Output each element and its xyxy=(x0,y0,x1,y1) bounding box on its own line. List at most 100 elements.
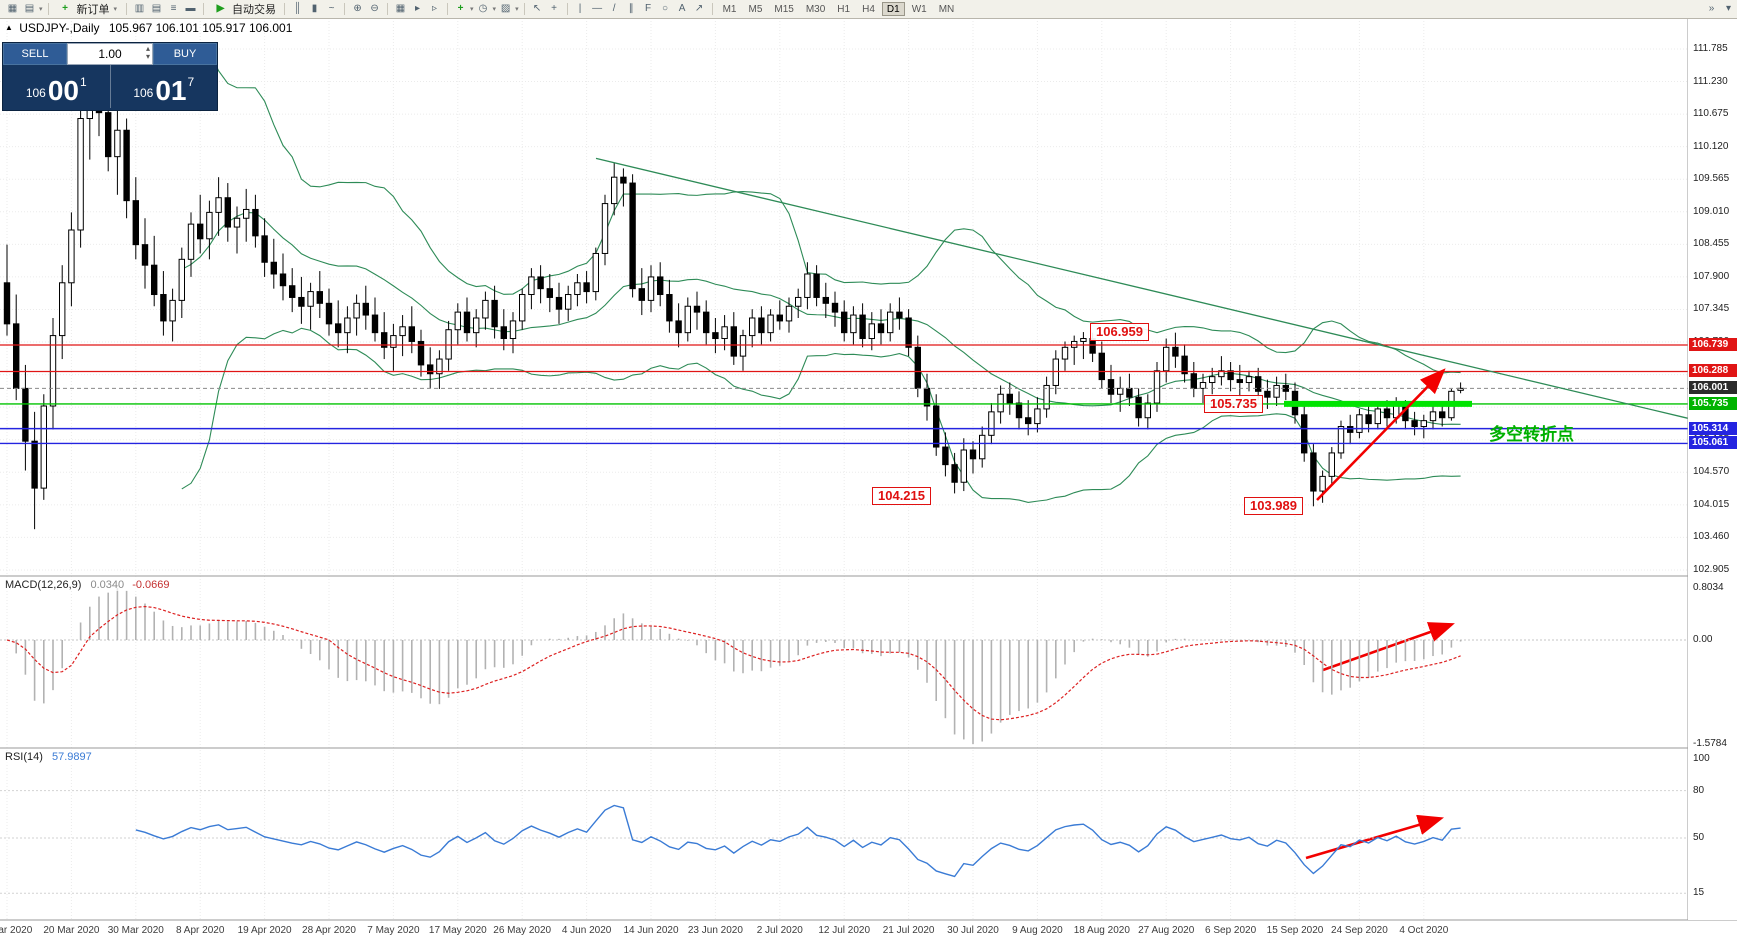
text-label-icon[interactable]: A xyxy=(678,3,686,14)
zoom-in-icon[interactable]: ⊕ xyxy=(353,3,362,14)
pane-borders xyxy=(0,18,1737,921)
buy-price[interactable]: 106 01 7 xyxy=(109,65,218,108)
volume-decrease-button[interactable]: ▾ xyxy=(145,52,150,61)
tile-windows-icon[interactable]: ▦ xyxy=(395,3,406,14)
horizontal-line-icon[interactable]: — xyxy=(592,3,603,14)
crosshair-icon[interactable]: + xyxy=(551,3,557,14)
timeframe-h1-button[interactable]: H1 xyxy=(832,2,855,16)
terminal-icon[interactable]: ▬ xyxy=(185,3,196,14)
price-axis-label: 107.345 xyxy=(1693,303,1730,315)
price-tag: 106.739 xyxy=(1689,338,1737,352)
toolbar-separator xyxy=(566,3,568,15)
timeframe-m5-button[interactable]: M5 xyxy=(743,2,767,16)
toolbar-separator xyxy=(387,3,389,15)
shapes-icon[interactable]: ○ xyxy=(662,3,669,14)
bar-chart-icon[interactable]: ║ xyxy=(293,3,302,14)
auto-trading-button-label: 自动交易 xyxy=(232,4,277,16)
volume-value: 1.00 xyxy=(98,47,122,61)
candlestick-series xyxy=(3,48,1464,530)
indicators-icon[interactable]: + xyxy=(457,3,464,14)
toolbar-separator xyxy=(203,3,205,15)
auto-scroll-icon[interactable]: ▸ xyxy=(415,3,421,14)
price-axis-label: 104.015 xyxy=(1693,498,1730,510)
cursor-icon[interactable]: ↖ xyxy=(532,3,542,14)
toolbar-overflow-icon[interactable]: » xyxy=(1708,3,1715,14)
rsi-axis-label: 50 xyxy=(1693,832,1705,843)
price-axis-label: 111.230 xyxy=(1693,75,1728,87)
new-order-button[interactable]: + 新订单 ▾ xyxy=(53,2,123,17)
buy-price-pip: 7 xyxy=(187,75,195,89)
toolbar-options-icon[interactable]: ▾ xyxy=(1725,3,1732,14)
data-window-icon[interactable]: ▤ xyxy=(151,3,162,14)
annotation-sep-low[interactable]: 103.989 xyxy=(1244,497,1303,515)
trendline-icon[interactable]: / xyxy=(612,3,616,14)
price-axis: 111.785 111.230 110.675 110.120 109.565 109.0… xyxy=(1688,18,1737,920)
macd-signal-value: -0.0669 xyxy=(132,579,170,591)
annotation-jul-low[interactable]: 104.215 xyxy=(872,487,931,505)
indicators-dropdown-icon[interactable]: ▾ xyxy=(470,6,474,13)
buy-button[interactable]: BUY xyxy=(153,43,217,65)
timeframe-m15-button[interactable]: M15 xyxy=(769,2,798,16)
symbol-marker-icon: ▲ xyxy=(5,23,13,32)
templates-icon[interactable]: ▨ xyxy=(500,3,511,14)
periods-dropdown-icon[interactable]: ▾ xyxy=(492,6,497,13)
toolbar-separator xyxy=(47,3,49,15)
vertical-line-icon[interactable]: | xyxy=(578,3,582,14)
auto-trading-button[interactable]: ▶ 自动交易 xyxy=(208,2,280,17)
date-axis-label: 23 Jun 2020 xyxy=(687,925,743,936)
timeframe-h4-button[interactable]: H4 xyxy=(857,2,880,16)
date-axis-label: 1 Mar 2020 xyxy=(0,925,33,936)
volume-increase-button[interactable]: ▴ xyxy=(145,44,150,53)
new-order-button-dropdown-icon[interactable]: ▾ xyxy=(113,6,118,13)
periods-icon[interactable]: ◷ xyxy=(478,3,488,14)
macd-header: MACD(12,26,9) 0.0340 -0.0669 xyxy=(5,579,170,591)
rsi-name: RSI(14) xyxy=(5,751,43,763)
toolbar-separator xyxy=(523,3,525,15)
chart-profiles-dropdown-icon[interactable]: ▾ xyxy=(39,6,43,13)
date-axis-label: 20 Mar 2020 xyxy=(43,925,100,936)
price-tag: 105.735 xyxy=(1689,396,1737,410)
date-axis-label: 28 Apr 2020 xyxy=(302,925,356,936)
auto-trading-icon: ▶ xyxy=(216,3,225,14)
arrow-objects-icon[interactable]: ↗ xyxy=(694,3,704,14)
timeframe-mn-button[interactable]: MN xyxy=(934,2,960,16)
new-chart-icon[interactable]: ▦ xyxy=(7,3,18,14)
templates-dropdown-icon[interactable]: ▾ xyxy=(515,6,519,13)
navigator-icon[interactable]: ≡ xyxy=(170,3,177,14)
symbol-info: ▲ USDJPY-,Daily 105.967 106.101 105.917 … xyxy=(5,21,292,35)
toolbar-separator xyxy=(447,3,449,15)
sell-price[interactable]: 106 00 1 xyxy=(3,65,110,108)
chart-profiles-icon[interactable]: ▤ xyxy=(24,3,35,14)
buy-price-prefix: 106 xyxy=(133,86,154,100)
macd-name: MACD(12,26,9) xyxy=(5,579,82,591)
trade-panel-controls: SELL 1.00 ▴ ▾ BUY xyxy=(3,43,217,65)
equidistant-channel-icon[interactable]: ∥ xyxy=(628,3,634,14)
line-chart-icon[interactable]: ~ xyxy=(328,3,335,14)
bollinger-bands xyxy=(181,44,1461,503)
sell-button[interactable]: SELL xyxy=(3,43,67,65)
sell-price-pip: 1 xyxy=(80,75,87,89)
toolbar-separator xyxy=(711,3,713,15)
price-axis-label: 109.010 xyxy=(1693,205,1730,217)
price-axis-label: 108.455 xyxy=(1693,238,1730,250)
timeframe-d1-button[interactable]: D1 xyxy=(881,2,905,16)
date-axis-label: 12 Jul 2020 xyxy=(818,925,871,936)
date-axis-label: 6 Sep 2020 xyxy=(1205,925,1257,936)
chart-shift-icon[interactable]: ▹ xyxy=(432,3,438,14)
annotation-mid-level[interactable]: 105.735 xyxy=(1204,395,1263,413)
symbol-ohlc: 105.967 106.101 105.917 106.001 xyxy=(108,21,293,35)
toolbar-separator xyxy=(284,3,286,15)
chart-drawn-objects[interactable] xyxy=(0,157,1689,860)
timeframe-m1-button[interactable]: M1 xyxy=(718,2,742,16)
market-watch-icon[interactable]: ▥ xyxy=(134,3,145,14)
timeframe-w1-button[interactable]: W1 xyxy=(907,2,932,16)
macd-axis-label: 0.8034 xyxy=(1693,582,1724,593)
zoom-out-icon[interactable]: ⊖ xyxy=(370,3,379,14)
annotation-turning-point[interactable]: 多空转折点 xyxy=(1489,425,1574,444)
volume-field[interactable]: 1.00 ▴ ▾ xyxy=(67,43,153,65)
timeframe-m30-button[interactable]: M30 xyxy=(801,2,830,16)
candlestick-chart-icon[interactable]: ▮ xyxy=(311,3,318,14)
fibonacci-icon[interactable]: F xyxy=(645,3,652,14)
annotation-aug-high[interactable]: 106.959 xyxy=(1090,323,1149,341)
